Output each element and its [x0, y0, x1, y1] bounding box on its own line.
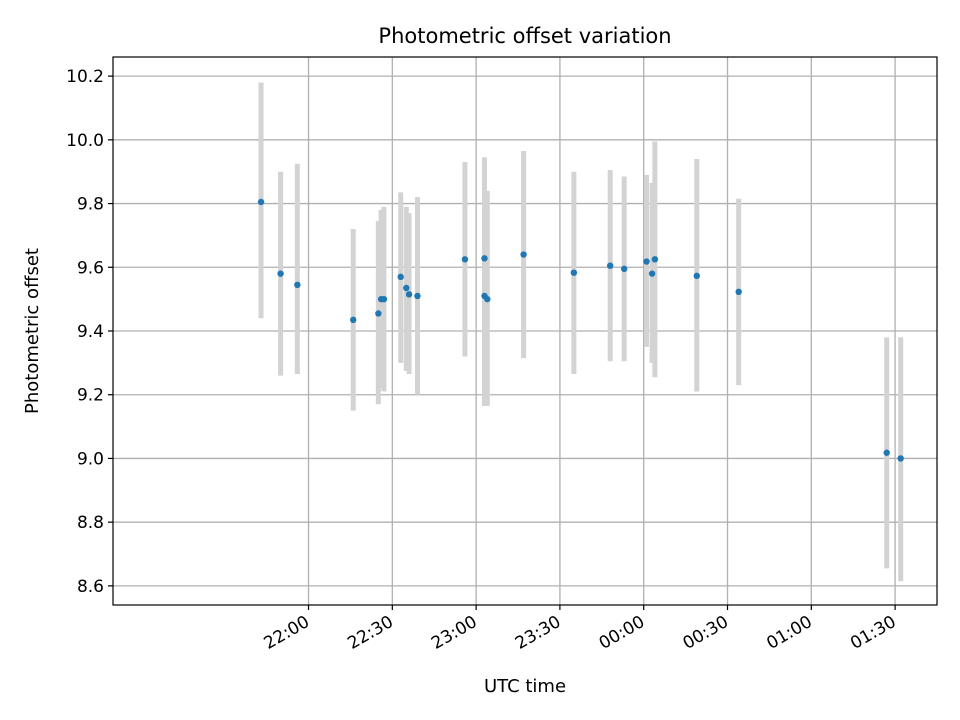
y-tick-label: 9.4 [77, 322, 104, 342]
data-point [397, 273, 404, 281]
data-point [414, 292, 421, 300]
data-point [693, 272, 700, 280]
y-axis-label: Photometric offset [22, 248, 43, 414]
data-point [897, 455, 904, 462]
data-point [380, 295, 388, 303]
y-tick-label: 9.6 [77, 258, 104, 278]
y-tick-label: 10.2 [66, 67, 104, 87]
x-tick-label: 23:00 [428, 612, 480, 654]
x-tick-label: 00:00 [596, 612, 648, 654]
error-bars [258, 82, 904, 582]
x-tick-label: 00:30 [680, 612, 732, 654]
data-point [484, 295, 491, 303]
data-point [350, 316, 357, 324]
y-tick-label: 8.6 [77, 577, 104, 597]
y-axis-ticks: 8.6 8.8 9.0 9.2 9.4 9.6 9.8 10.0 10.2 [66, 67, 113, 597]
y-tick-label: 9.2 [77, 386, 104, 406]
x-tick-label: 23:30 [512, 612, 564, 654]
y-tick-label: 9.8 [77, 195, 104, 215]
data-point [735, 288, 742, 296]
y-tick-label: 8.8 [77, 513, 104, 533]
y-tick-label: 9.0 [77, 449, 104, 469]
data-point [570, 269, 578, 276]
data-point [651, 256, 659, 263]
data-point [620, 265, 628, 273]
x-axis-label: UTC time [484, 676, 566, 697]
data-point [405, 291, 413, 298]
x-axis-ticks: 22:00 22:30 23:00 23:30 00:00 00:30 01:00 01:30 [261, 605, 900, 654]
x-tick-label: 01:00 [763, 612, 815, 654]
y-tick-label: 10.0 [66, 131, 104, 151]
data-point [520, 251, 527, 258]
data-point [606, 262, 614, 269]
data-point [883, 449, 890, 456]
data-points [257, 198, 904, 462]
data-point [648, 270, 656, 277]
data-point [481, 255, 488, 262]
x-tick-label: 22:00 [261, 612, 313, 654]
data-point [643, 258, 650, 265]
data-point [294, 281, 301, 289]
data-point [257, 198, 265, 206]
data-point [403, 284, 410, 292]
x-tick-label: 22:30 [344, 612, 396, 654]
chart-title: Photometric offset variation [378, 24, 671, 48]
data-point [375, 310, 382, 317]
data-point [277, 270, 284, 277]
data-point [461, 256, 469, 263]
x-tick-label: 01:30 [847, 612, 899, 654]
